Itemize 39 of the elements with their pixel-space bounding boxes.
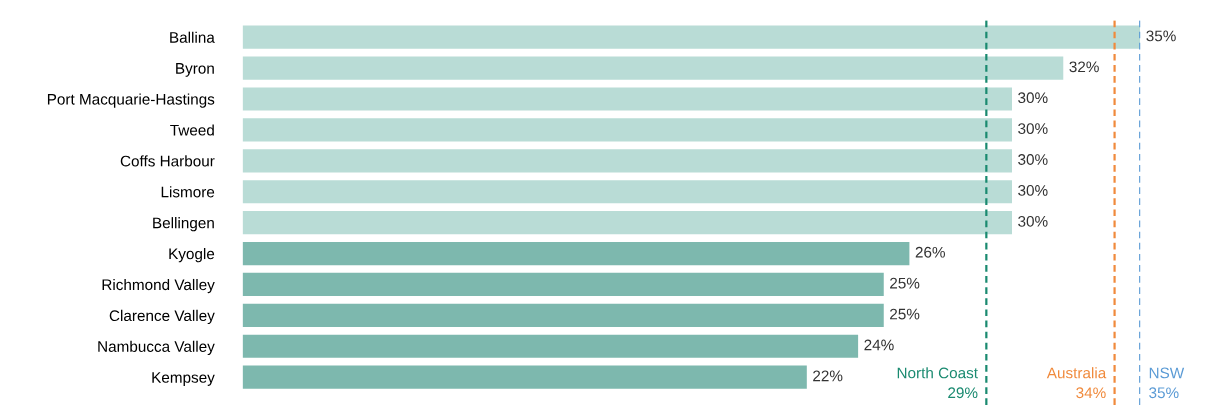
bar	[242, 87, 1012, 111]
bar	[242, 149, 1012, 173]
bar	[242, 118, 1012, 142]
data-label: 30%	[1018, 92, 1048, 104]
bar	[242, 365, 807, 389]
ref-line-label: Australia 34%	[1046, 367, 1107, 399]
data-label: 35%	[1146, 30, 1176, 42]
y-tick-label: Byron	[176, 63, 214, 77]
bar	[242, 56, 1064, 80]
bar	[242, 241, 910, 266]
y-tick-label: Richmond Valley	[102, 278, 215, 294]
y-tick-label: Lismore	[161, 186, 215, 198]
y-tick-label: Bellingen	[153, 217, 214, 232]
ref-line-label: NSW 35%	[1149, 367, 1185, 399]
y-tick-label: Port Macquarie-Hastings	[47, 93, 215, 108]
y-tick-label: Kyogle	[169, 248, 215, 263]
bar	[242, 25, 1141, 49]
data-label: 30%	[1018, 123, 1048, 135]
data-label: 25%	[890, 308, 920, 320]
y-tick-label: Coffs Harbour	[120, 155, 215, 167]
data-label: 30%	[1018, 154, 1048, 165]
data-label: 24%	[864, 339, 894, 351]
bar	[242, 211, 1012, 235]
data-label: 30%	[1018, 215, 1048, 227]
y-tick-label: Nambucca Valley	[98, 340, 215, 355]
data-label: 22%	[813, 370, 843, 382]
y-tick-label: Kempsey	[152, 372, 215, 386]
bar	[242, 180, 1012, 204]
data-label: 25%	[890, 277, 920, 289]
y-tick-label: Tweed	[170, 124, 214, 136]
ref-line-label: North Coast 29%	[897, 367, 978, 399]
data-label: 32%	[1069, 61, 1099, 73]
bar	[242, 272, 884, 297]
data-label: 26%	[915, 246, 945, 258]
bar	[242, 303, 884, 327]
y-tick-label: Clarence Valley	[109, 309, 215, 325]
data-label: 30%	[1018, 185, 1048, 196]
bar	[242, 334, 859, 358]
y-tick-label: Ballina	[170, 31, 215, 43]
